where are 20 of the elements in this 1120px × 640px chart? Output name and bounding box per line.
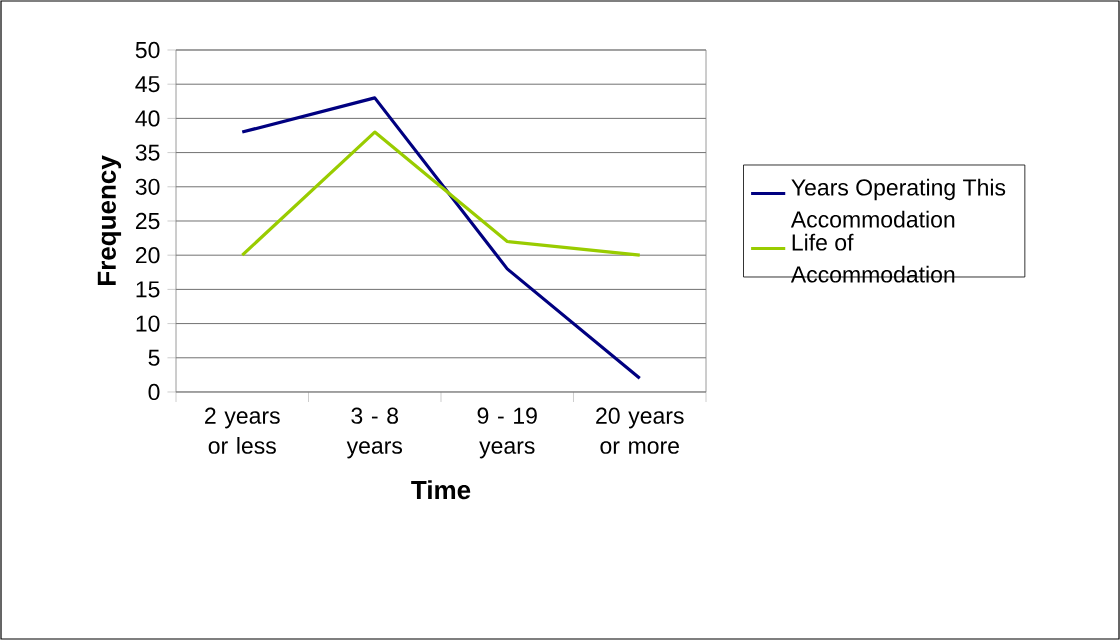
y-tick-label: 50 — [135, 41, 160, 59]
x-tick-label: 20 years or more — [596, 407, 684, 454]
y-axis-title: Frequency — [97, 155, 122, 286]
y-tick-label: 0 — [148, 383, 160, 401]
y-tick-label: 10 — [136, 315, 160, 332]
x-tick-label: 2 years or less — [205, 407, 280, 454]
y-tick-label: 15 — [136, 281, 160, 298]
y-tick-label: 35 — [135, 144, 160, 161]
y-tick-label: 25 — [135, 212, 160, 230]
y-tick-label: 45 — [135, 76, 160, 93]
y-tick-label: 5 — [148, 349, 160, 366]
legend-label: Years Operating This Accommodation — [790, 178, 1006, 228]
y-tick-label: 30 — [135, 178, 160, 195]
x-axis-title: Time — [411, 480, 471, 500]
y-tick-label: 20 — [135, 247, 160, 264]
y-tick-label: 40 — [135, 110, 160, 127]
line-series — [240, 96, 642, 380]
x-tick-label: 9 - 19 years — [477, 407, 537, 459]
legend-label: Life of Accommodation — [790, 233, 955, 283]
x-tick-label: 3 - 8 years — [346, 407, 403, 459]
